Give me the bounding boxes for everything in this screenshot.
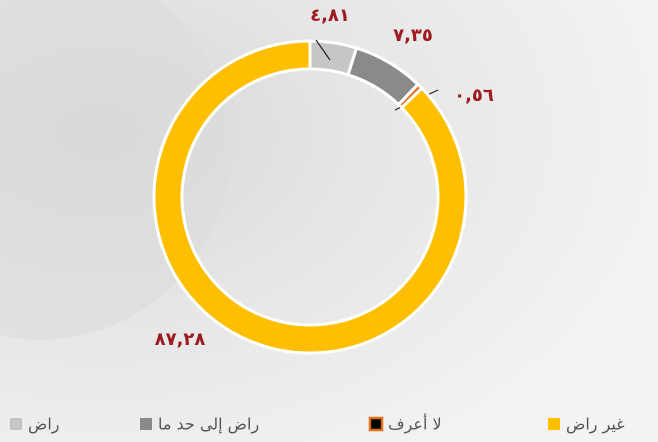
plot: ٤,٨١ ٧,٣٥ ٠,٥٦ ٨٧,٢٨ راض راض إلى حد ما لا أعرف…	[10, 5, 625, 435]
legend-label: راض	[28, 415, 60, 435]
legend-swatch	[10, 418, 22, 430]
legend-label: لا أعرف	[388, 414, 442, 435]
legend-swatch	[368, 416, 384, 432]
leader-line	[315, 39, 331, 61]
value-label: ٤,٨١	[310, 5, 350, 26]
value-label: ٨٧,٢٨	[155, 329, 206, 350]
value-label: ٠,٥٦	[454, 85, 494, 106]
legend-label: راض إلى حد ما	[158, 415, 259, 435]
value-label: ٧,٣٥	[393, 25, 433, 46]
legend-swatch	[548, 418, 560, 430]
legend-swatch	[140, 418, 152, 430]
slice	[152, 39, 468, 355]
legend-label: غير راض	[566, 415, 625, 435]
